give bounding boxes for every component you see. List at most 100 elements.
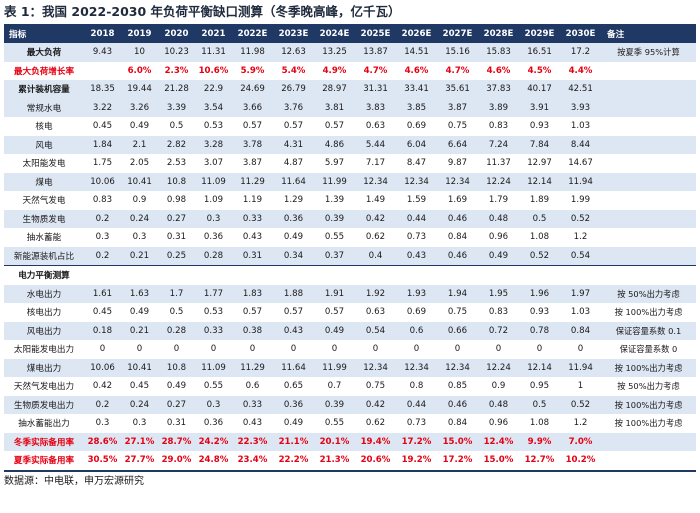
value-cell: 0.3 [132, 418, 147, 429]
value-cell: 12.24 [478, 172, 519, 191]
value-cell: 15.16 [437, 43, 478, 62]
table-row: 常规水电 3.22 3.26 3.39 3.54 3.66 3.76 3.81 3.83 3.85… [4, 98, 696, 117]
value-cell: 11.29 [232, 172, 273, 191]
value-cell: 42.51 [560, 80, 601, 99]
value-cell: 0.21 [121, 246, 158, 266]
row-label: 常规水电 [4, 98, 84, 117]
value-cell: 33.41 [396, 80, 437, 99]
value-cell: 11.94 [560, 172, 601, 191]
header-year: 2021 [195, 24, 232, 43]
note-cell [601, 117, 696, 136]
note-cell: 按 100%出力考虑 [614, 307, 683, 318]
value-cell: 3.89 [478, 98, 519, 117]
value-cell: 0.5 [519, 209, 560, 228]
value-cell [355, 265, 396, 285]
value-cell: 1.77 [195, 284, 232, 303]
table-row: 核电出力 0.45 0.49 0.5 0.53 0.57 0.57 0.57 0.63 0.69 0… [4, 303, 696, 322]
value-cell: 0.85 [447, 381, 468, 392]
value-cell: 7.84 [519, 135, 560, 154]
value-cell: 3.83 [355, 98, 396, 117]
value-cell: 4.87 [283, 158, 304, 169]
value-cell: 0.3 [195, 209, 232, 228]
value-cell: 1.91 [314, 284, 355, 303]
value-cell: 1.09 [203, 195, 224, 206]
table-row: 最大负荷 9.43 10 10.23 11.31 11.98 12.63 13.25 13.87… [4, 43, 696, 62]
value-cell: 0.31 [166, 418, 187, 429]
value-cell: 11.94 [560, 358, 601, 377]
value-cell: 0 [454, 344, 461, 355]
value-cell: 26.79 [273, 80, 314, 99]
table-row: 水电出力 1.61 1.63 1.7 1.77 1.83 1.88 1.91 1.92 1.93 1… [4, 284, 696, 303]
note-cell: 按夏季 95%计算 [601, 43, 696, 62]
value-cell: 4.31 [273, 135, 314, 154]
forecast-table: 指标 2018 2019 2020 2021 2022E 2023E 2024E 2025E 20… [4, 24, 696, 472]
value-cell: 0 [331, 344, 338, 355]
header-year: 2027E [437, 24, 478, 43]
table-row: 生物质发电出力 0.2 0.24 0.27 0.3 0.33 0.36 0.39 0.42 0.4… [4, 395, 696, 414]
value-cell: 0.21 [121, 321, 158, 340]
value-cell: 15.0% [437, 432, 478, 451]
table-row: 生物质发电 0.2 0.24 0.27 0.3 0.33 0.36 0.39 0.42 0.44 0… [4, 209, 696, 228]
header-year: 2025E [355, 24, 396, 43]
value-cell: 12.7% [519, 451, 560, 472]
header-year: 2018 [84, 24, 121, 43]
row-label: 电力平衡测算 [4, 265, 84, 285]
header-note: 备注 [601, 24, 696, 43]
value-cell: 0.49 [129, 121, 150, 132]
value-cell: 0.83 [92, 195, 113, 206]
value-cell: 0.75 [447, 307, 468, 318]
value-cell: 4.7% [445, 65, 470, 76]
value-cell: 6.64 [437, 135, 478, 154]
value-cell: 0.31 [232, 246, 273, 266]
value-cell: 0.33 [195, 321, 232, 340]
value-cell: 0.69 [406, 307, 427, 318]
row-label: 生物质发电出力 [4, 395, 84, 414]
note-cell [601, 154, 696, 173]
value-cell: 0.25 [158, 246, 195, 266]
value-cell: 0.78 [519, 321, 560, 340]
header-year: 2019 [121, 24, 158, 43]
value-cell: 0.27 [158, 209, 195, 228]
value-cell: 5.4% [281, 65, 306, 76]
value-cell: 0.6 [245, 381, 260, 392]
value-cell: 1.63 [121, 284, 158, 303]
value-cell: 0.2 [84, 395, 121, 414]
header-year: 2020 [158, 24, 195, 43]
value-cell: 30.5% [84, 451, 121, 472]
value-cell: 0 [210, 344, 217, 355]
value-cell: 22.3% [232, 432, 273, 451]
value-cell: 12.97 [527, 158, 552, 169]
value-cell: 0.96 [488, 418, 509, 429]
value-cell: 0.39 [314, 395, 355, 414]
value-cell: 1.92 [355, 284, 396, 303]
value-cell: 3.78 [232, 135, 273, 154]
value-cell: 0.83 [488, 121, 509, 132]
value-cell: 0.42 [355, 209, 396, 228]
value-cell [437, 265, 478, 285]
value-cell: 1.49 [365, 195, 386, 206]
note-cell [601, 98, 696, 117]
value-cell: 0.48 [478, 209, 519, 228]
value-cell: 0.2 [84, 246, 121, 266]
value-cell: 20.6% [355, 451, 396, 472]
value-cell: 3.22 [84, 98, 121, 117]
value-cell: 6.0% [127, 65, 152, 76]
value-cell: 1.08 [529, 232, 550, 243]
table-row: 核电 0.45 0.49 0.5 0.53 0.57 0.57 0.57 0.63 0.69 0.7… [4, 117, 696, 136]
value-cell: 19.2% [396, 451, 437, 472]
value-cell [560, 265, 601, 285]
value-cell: 24.2% [195, 432, 232, 451]
row-label: 核电 [35, 122, 53, 133]
value-cell: 0.5 [519, 395, 560, 414]
value-cell: 3.26 [121, 98, 158, 117]
value-cell: 0.73 [406, 232, 427, 243]
value-cell: 3.91 [519, 98, 560, 117]
value-cell: 0.3 [132, 232, 147, 243]
value-cell: 11.64 [273, 358, 314, 377]
value-cell: 0.93 [529, 307, 550, 318]
value-cell: 2.53 [166, 158, 187, 169]
value-cell: 0.42 [92, 381, 113, 392]
row-label: 水电出力 [4, 284, 84, 303]
table-row: 抽水蓄能 0.3 0.3 0.31 0.36 0.43 0.49 0.55 0.62 0.73 0.… [4, 228, 696, 247]
value-cell: 1.79 [488, 195, 509, 206]
